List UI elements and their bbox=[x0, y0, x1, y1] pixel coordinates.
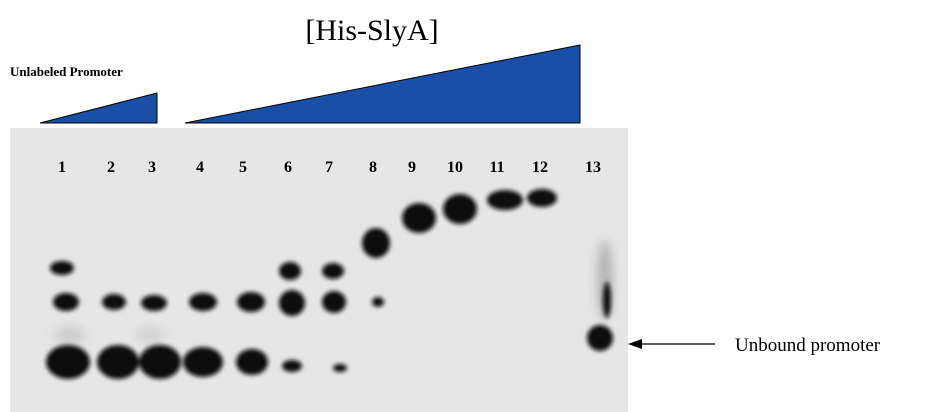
lane-label: 8 bbox=[369, 159, 377, 176]
title: [His-SlyA] bbox=[305, 14, 438, 47]
arrow-head bbox=[628, 339, 642, 349]
lane-label: 9 bbox=[408, 159, 416, 176]
lane-label: 11 bbox=[489, 159, 504, 176]
gradient-label: Unlabeled Promoter bbox=[10, 64, 123, 79]
lane-label: 10 bbox=[447, 159, 463, 176]
lane-label: 5 bbox=[239, 159, 247, 176]
competitor-wedge bbox=[40, 93, 157, 123]
lane-label: 7 bbox=[325, 159, 333, 176]
figure: [His-SlyA] Unlabeled Promoter 123 bbox=[0, 0, 937, 412]
annotation: Unbound promoter bbox=[735, 335, 881, 356]
lane-label: 12 bbox=[532, 159, 548, 176]
lane-label: 4 bbox=[196, 159, 204, 176]
lane-label: 2 bbox=[107, 159, 115, 176]
protein-wedge bbox=[185, 45, 580, 123]
lane-label: 6 bbox=[284, 159, 292, 176]
lane-label: 13 bbox=[585, 159, 601, 176]
lane-label: 3 bbox=[148, 159, 156, 176]
lane-label: 1 bbox=[58, 159, 66, 176]
